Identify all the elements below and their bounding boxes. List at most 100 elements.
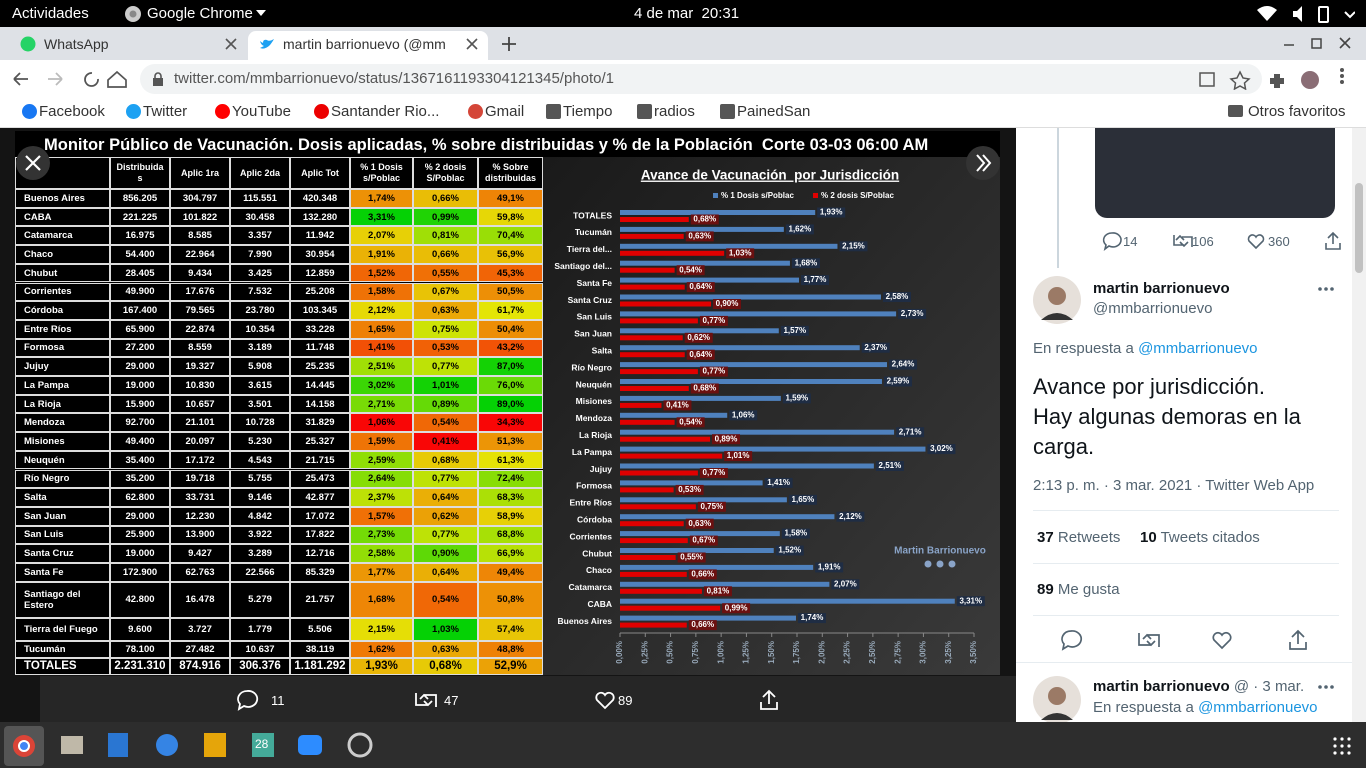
bookmark[interactable]: Santander Rio... (331, 103, 440, 120)
other-bookmarks[interactable]: Otros favoritos (1248, 103, 1346, 120)
bookmark[interactable]: YouTube (232, 103, 291, 120)
more[interactable] (1318, 286, 1334, 292)
prev-replies: 14 (1123, 234, 1138, 249)
scroll-thumb[interactable] (1355, 183, 1363, 273)
table-cell: 61,3% (478, 450, 543, 470)
author-name[interactable]: martin barrionuevo (1093, 280, 1230, 297)
table-cell: 0,67% (413, 282, 478, 302)
value-label: 0,67% (692, 536, 715, 545)
tab-close[interactable] (225, 38, 237, 50)
table-cell: 62.763 (170, 563, 230, 582)
reply-handle[interactable]: @mmbarrionuevo (1138, 340, 1258, 357)
tab-title[interactable]: martin barrionuevo (@mm (283, 36, 446, 52)
tab-bar (0, 27, 1366, 60)
prev-actions[interactable] (1102, 231, 1342, 251)
dock-icons[interactable] (0, 722, 1366, 768)
toolbar-icons[interactable] (1198, 70, 1328, 90)
author-handle[interactable]: @mmbarrionuevo (1093, 300, 1213, 317)
tab-close[interactable] (466, 38, 478, 50)
bookmark-icon (720, 104, 735, 119)
bar (620, 487, 674, 493)
scrollbar[interactable] (1352, 128, 1366, 722)
table-cell: 1,77% (350, 563, 413, 582)
tab-title[interactable]: WhatsApp (44, 36, 109, 52)
table-cell: 5.755 (230, 469, 290, 489)
bookmark[interactable]: Tiempo (563, 103, 613, 120)
value-label: 1,01% (727, 451, 750, 460)
activities[interactable]: Actividades (12, 5, 89, 22)
table-cell: 3.501 (230, 394, 290, 414)
tab-active[interactable] (248, 31, 488, 60)
table-cell: 7.532 (230, 282, 290, 302)
clock[interactable]: 4 de mar 20:31 (634, 5, 740, 22)
table-header: % 1 Dosis s/Poblac (350, 157, 413, 189)
category-label: Córdoba (577, 514, 612, 524)
avatar[interactable] (1033, 276, 1081, 324)
omnibox[interactable] (140, 64, 1262, 94)
table-cell: Río Negro (15, 469, 110, 489)
next-photo[interactable] (965, 145, 1001, 181)
value-label-box (686, 282, 715, 293)
next-name: martin barrionuevo (1093, 678, 1230, 695)
value-label: 3,31% (959, 596, 982, 605)
table-cell: 50,4% (478, 319, 543, 339)
value-label-box (677, 552, 706, 563)
table-cell: 45,3% (478, 263, 543, 283)
bar (620, 615, 796, 621)
table-cell: 21.715 (290, 450, 350, 470)
table-cell: 4.543 (230, 450, 290, 470)
table-cell: 30.954 (290, 245, 350, 264)
reply-handle[interactable]: @mmbarrionuevo (1198, 699, 1318, 716)
like-stats[interactable]: 89 Me gusta (1037, 581, 1120, 598)
url[interactable]: twitter.com/mmbarrionuevo/status/1367161… (174, 70, 615, 87)
bookmark[interactable]: Facebook (39, 103, 105, 120)
table-cell: 58,9% (478, 506, 543, 526)
table-cell: 19.000 (110, 376, 170, 395)
calendar-day[interactable]: 28 (255, 737, 269, 751)
category-label: Buenos Aires (558, 616, 613, 626)
next-author[interactable]: martin barrionuevo @ · 3 mar. (1093, 678, 1304, 695)
new-tab[interactable] (502, 37, 516, 51)
value-label: 0,55% (680, 553, 703, 562)
bar (620, 369, 698, 375)
bar (620, 555, 676, 560)
value-label: 0,66% (691, 620, 714, 629)
status-icons[interactable] (1255, 4, 1355, 24)
table-cell: 0,54% (413, 581, 478, 618)
x-tick-label: 2,25% (843, 641, 852, 664)
window-controls[interactable] (1282, 36, 1362, 52)
avatar[interactable] (1033, 676, 1081, 722)
table-cell: 420.348 (290, 189, 350, 208)
value-label-box (781, 528, 810, 539)
menu[interactable] (1339, 66, 1345, 91)
bookmark[interactable]: Twitter (143, 103, 188, 120)
value-label-box (780, 325, 809, 336)
retweet-stats[interactable]: 37 Retweets (1037, 529, 1120, 546)
value-label-box (882, 292, 911, 302)
watermark-icon (936, 560, 944, 568)
app-menu[interactable]: Google Chrome (147, 5, 253, 22)
bookmark[interactable]: radios (654, 103, 695, 120)
table-cell: Jujuy (15, 357, 110, 376)
table-cell: 1,03% (413, 617, 478, 641)
value-label-box (690, 214, 719, 225)
table-cell: 10.354 (230, 319, 290, 339)
bookmark[interactable]: PainedSan (737, 103, 811, 120)
category-label: Río Negro (571, 362, 612, 372)
bookmark[interactable]: Gmail (485, 103, 525, 120)
tweet-actions[interactable] (1060, 628, 1320, 652)
value-label-box (898, 308, 927, 319)
nav-buttons[interactable] (12, 69, 132, 89)
table-cell: 3.289 (230, 544, 290, 563)
bar (620, 436, 711, 442)
bookmark-icon (546, 104, 561, 119)
photo-action-icons[interactable] (236, 688, 796, 712)
more[interactable] (1318, 684, 1334, 690)
close-viewer[interactable] (15, 145, 51, 181)
bar (620, 352, 685, 358)
value-label: 2,07% (834, 579, 857, 588)
quote-stats[interactable]: 10 Tweets citados (1140, 529, 1260, 546)
category-label: Entre Ríos (569, 498, 612, 508)
table-cell: 0,54% (413, 413, 478, 433)
divider (1033, 510, 1339, 511)
